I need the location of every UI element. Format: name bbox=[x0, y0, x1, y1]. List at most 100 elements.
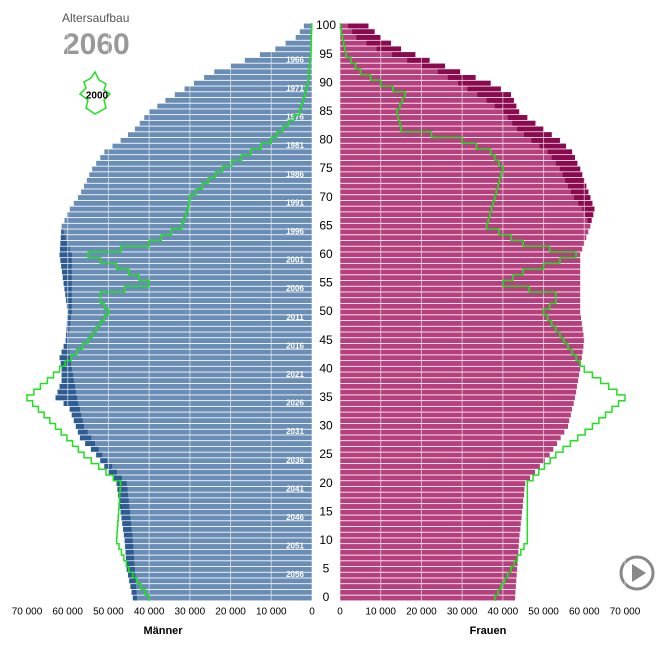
male-surplus bbox=[132, 595, 137, 601]
male-bar bbox=[63, 401, 313, 406]
male-surplus bbox=[59, 246, 70, 252]
play-button[interactable] bbox=[619, 555, 655, 591]
male-bar bbox=[73, 200, 312, 206]
male-bar bbox=[126, 561, 312, 567]
male-surplus bbox=[116, 481, 127, 487]
female-surplus bbox=[421, 63, 446, 69]
chart-title: Altersaufbau bbox=[62, 11, 129, 25]
x-tick-label: 30 000 bbox=[175, 607, 206, 618]
female-surplus bbox=[467, 86, 501, 92]
male-surplus bbox=[126, 566, 135, 572]
male-surplus bbox=[131, 589, 137, 595]
female-bar bbox=[340, 258, 581, 263]
female-bar bbox=[340, 109, 520, 115]
male-bar bbox=[62, 275, 313, 281]
male-bar bbox=[122, 521, 313, 527]
male-bar bbox=[104, 464, 312, 469]
female-bar bbox=[340, 412, 571, 418]
female-bar bbox=[340, 584, 516, 589]
male-bar bbox=[120, 509, 313, 515]
x-tick-label: 70 000 bbox=[610, 607, 641, 618]
female-surplus bbox=[574, 195, 591, 201]
male-surplus bbox=[127, 572, 136, 578]
age-label: 30 bbox=[319, 419, 333, 433]
play-circle[interactable] bbox=[619, 555, 655, 591]
male-bar bbox=[61, 223, 312, 229]
female-bar bbox=[340, 446, 554, 452]
male-bar bbox=[59, 252, 313, 258]
male-bar bbox=[131, 589, 312, 595]
female-bar bbox=[340, 561, 518, 567]
male-surplus bbox=[55, 395, 78, 401]
female-bar bbox=[340, 486, 525, 492]
female-bar bbox=[340, 52, 416, 58]
female-surplus bbox=[559, 166, 581, 172]
male-bar bbox=[63, 343, 313, 349]
male-surplus bbox=[69, 406, 80, 412]
legend-icon bbox=[78, 70, 112, 115]
birth-year-label: 2056 bbox=[286, 570, 304, 579]
female-bar bbox=[340, 572, 517, 578]
female-surplus bbox=[531, 137, 560, 143]
reference-line-female bbox=[339, 23, 626, 601]
birth-year-label: 2026 bbox=[286, 399, 304, 408]
female-surplus bbox=[582, 206, 595, 212]
female-bar bbox=[340, 275, 581, 281]
male-surplus bbox=[108, 469, 117, 475]
female-bar bbox=[340, 172, 583, 178]
male-surplus bbox=[73, 418, 83, 424]
male-surplus bbox=[130, 584, 137, 589]
female-surplus bbox=[578, 200, 593, 206]
female-bar bbox=[340, 229, 589, 235]
female-bar bbox=[340, 406, 573, 412]
male-bar bbox=[61, 366, 312, 372]
play-icon[interactable] bbox=[632, 564, 646, 582]
male-surplus bbox=[125, 544, 134, 549]
male-bar bbox=[124, 538, 312, 544]
male-surplus bbox=[129, 578, 136, 584]
age-label: 15 bbox=[319, 504, 333, 518]
male-bar bbox=[66, 326, 312, 332]
male-bar bbox=[65, 292, 313, 298]
female-surplus bbox=[512, 120, 536, 126]
male-surplus bbox=[77, 429, 88, 435]
male-bar bbox=[55, 395, 312, 401]
male-bar bbox=[295, 35, 312, 40]
male-surplus bbox=[100, 458, 108, 464]
male-bar bbox=[127, 132, 312, 138]
female-bar bbox=[340, 355, 582, 361]
female-surplus bbox=[356, 35, 381, 40]
male-bar bbox=[121, 515, 312, 521]
male-surplus bbox=[59, 355, 71, 361]
birth-year-label: 2021 bbox=[286, 370, 304, 379]
male-surplus bbox=[62, 269, 72, 275]
chart-subtitle: 2060 bbox=[63, 28, 130, 61]
female-bar bbox=[340, 521, 521, 527]
female-bar bbox=[340, 298, 581, 303]
age-label: 45 bbox=[319, 333, 333, 347]
female-bar bbox=[340, 75, 476, 80]
female-bar bbox=[340, 389, 577, 395]
reference-line-male bbox=[26, 23, 313, 601]
male-surplus bbox=[117, 486, 128, 492]
female-surplus bbox=[547, 149, 573, 155]
female-bar bbox=[340, 544, 519, 549]
male-surplus bbox=[66, 298, 72, 303]
male-bar bbox=[61, 378, 312, 384]
male-bar bbox=[59, 355, 313, 361]
male-bar bbox=[92, 166, 313, 172]
male-surplus bbox=[61, 366, 72, 372]
male-surplus bbox=[90, 446, 99, 452]
male-bar bbox=[116, 481, 312, 487]
male-bar bbox=[75, 423, 312, 429]
male-bar bbox=[60, 258, 313, 263]
female-bar bbox=[340, 378, 579, 384]
male-bar bbox=[64, 218, 312, 223]
male-surplus bbox=[120, 509, 131, 515]
age-label: 10 bbox=[319, 533, 333, 547]
male-bar bbox=[60, 361, 312, 366]
male-surplus bbox=[123, 532, 133, 538]
female-bar bbox=[340, 309, 581, 315]
male-bar bbox=[100, 155, 313, 160]
